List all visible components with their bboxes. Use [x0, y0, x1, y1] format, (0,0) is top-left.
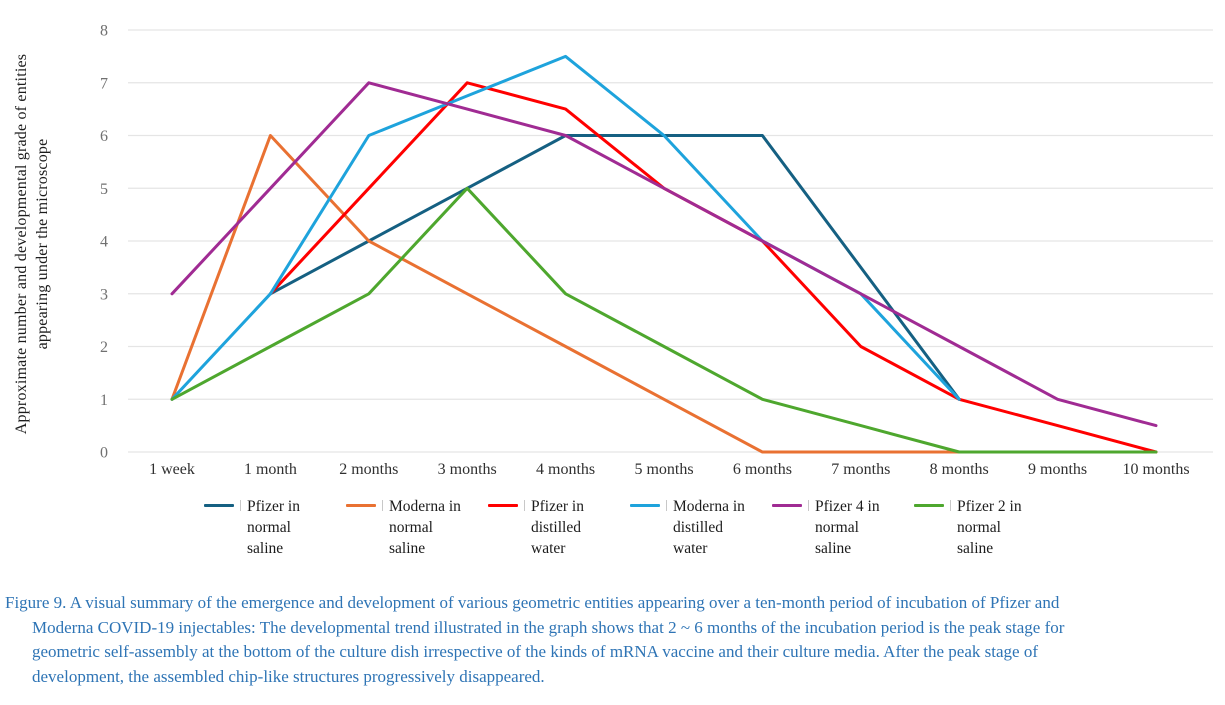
legend-label-line: Pfizer 4 in: [815, 498, 880, 515]
legend-divider-tick: [382, 500, 383, 511]
legend-label-line: water: [531, 540, 566, 557]
legend-label-line: Pfizer in: [531, 498, 584, 515]
legend-item-pfizer-in-distilled-water: Pfizer in distilled water: [488, 496, 630, 559]
legend-label-line: saline: [389, 540, 426, 557]
legend-swatch-line: [346, 504, 376, 507]
y-axis-title: Approximate number and developmental gra…: [11, 19, 55, 469]
y-axis-title-line-1: Approximate number and developmental gra…: [13, 53, 30, 435]
y-tick-label-5: 5: [100, 181, 108, 198]
y-tick-label-8: 8: [100, 23, 108, 40]
legend-divider-tick: [666, 500, 667, 511]
legend-line-swatch: [204, 500, 241, 511]
figure-caption: Figure 9. A visual summary of the emerge…: [5, 591, 1190, 689]
legend-divider-tick: [240, 500, 241, 511]
legend-label: Pfizer 2 in normal saline: [957, 496, 1022, 559]
y-tick-label-7: 7: [100, 75, 108, 92]
legend-item-pfizer-in-normal-saline: Pfizer in normal saline: [204, 496, 346, 559]
x-tick-label-3: 2 months: [339, 461, 398, 478]
legend-label-line: distilled: [531, 519, 581, 536]
legend-item-moderna-in-distilled-water: Moderna in distilled water: [630, 496, 772, 559]
caption-line-2: Moderna COVID-19 injectables: The develo…: [32, 617, 1065, 637]
legend-label-line: Pfizer in: [247, 498, 300, 515]
series-line-pfizer-in-distilled-water: [268, 81, 1158, 454]
legend-label-line: Pfizer 2 in: [957, 498, 1022, 515]
legend-label: Pfizer 4 in normal saline: [815, 496, 880, 559]
legend-label: Pfizer in normal saline: [247, 496, 300, 559]
x-tick-label-9: 8 months: [930, 461, 989, 478]
legend-line-swatch: [772, 500, 809, 511]
legend-swatch-line: [204, 504, 234, 507]
legend-label-line: water: [673, 540, 708, 557]
y-tick-label-0: 0: [100, 445, 108, 462]
legend-swatch-line: [772, 504, 802, 507]
x-tick-label-2: 1 month: [244, 461, 297, 478]
y-axis-title-line-2: appearing under the microscope: [34, 138, 51, 350]
y-tick-label-4: 4: [100, 234, 108, 251]
caption-line-4: development, the assembled chip-like str…: [32, 666, 545, 686]
legend-label-line: Moderna in: [673, 498, 745, 515]
legend-divider-tick: [808, 500, 809, 511]
legend-label-line: saline: [815, 540, 852, 557]
x-tick-label-11: 10 months: [1122, 461, 1189, 478]
chart-canvas: 0 1 2 3 4 5 6 7 8 1 week 1 month 2 months 3 months 4 …: [100, 23, 1213, 478]
legend-label-line: normal: [389, 519, 433, 536]
legend-label-line: distilled: [673, 519, 723, 536]
legend-line-swatch: [914, 500, 951, 511]
legend-label: Pfizer in distilled water: [531, 496, 584, 559]
x-tick-label-5: 4 months: [536, 461, 595, 478]
legend-divider-tick: [950, 500, 951, 511]
legend-label-line: normal: [957, 519, 1001, 536]
legend-label-line: normal: [247, 519, 291, 536]
y-tick-label-3: 3: [100, 286, 108, 303]
legend-item-pfizer-4-in-normal-saline: Pfizer 4 in normal saline: [772, 496, 914, 559]
x-tick-label-10: 9 months: [1028, 461, 1087, 478]
legend-item-pfizer-2-in-normal-saline: Pfizer 2 in normal saline: [914, 496, 1056, 559]
legend-divider-tick: [524, 500, 525, 511]
legend-line-swatch: [346, 500, 383, 511]
legend-swatch-line: [488, 504, 518, 507]
caption-line-1: Figure 9. A visual summary of the emerge…: [5, 593, 1060, 612]
x-tick-label-6: 5 months: [634, 461, 693, 478]
y-tick-label-6: 6: [100, 128, 108, 145]
legend-line-swatch: [630, 500, 667, 511]
caption-line-3: geometric self-assembly at the bottom of…: [32, 642, 1038, 661]
x-tick-label-1: 1 week: [149, 461, 195, 478]
legend-label-line: saline: [957, 540, 994, 557]
legend-label: Moderna in normal saline: [389, 496, 461, 559]
y-tick-label-2: 2: [100, 339, 108, 356]
x-tick-label-4: 3 months: [438, 461, 497, 478]
series-line-pfizer-in-normal-saline: [268, 134, 961, 401]
y-tick-label-1: 1: [100, 392, 108, 409]
legend-swatch-line: [914, 504, 944, 507]
legend-label-line: saline: [247, 540, 284, 557]
legend-label-line: Moderna in: [389, 498, 461, 515]
legend-line-swatch: [488, 500, 525, 511]
legend-item-moderna-in-normal-saline: Moderna in normal saline: [346, 496, 488, 559]
series-line-pfizer-2-in-normal-saline: [170, 186, 1158, 454]
legend-swatch-line: [630, 504, 660, 507]
legend-label-line: normal: [815, 519, 859, 536]
legend-label: Moderna in distilled water: [673, 496, 745, 559]
x-tick-label-7: 6 months: [733, 461, 792, 478]
series-line-pfizer-4-in-normal-saline: [170, 81, 1158, 428]
chart-legend: Pfizer in normal saline Moderna in normal sal…: [204, 496, 1056, 559]
x-tick-label-8: 7 months: [831, 461, 890, 478]
